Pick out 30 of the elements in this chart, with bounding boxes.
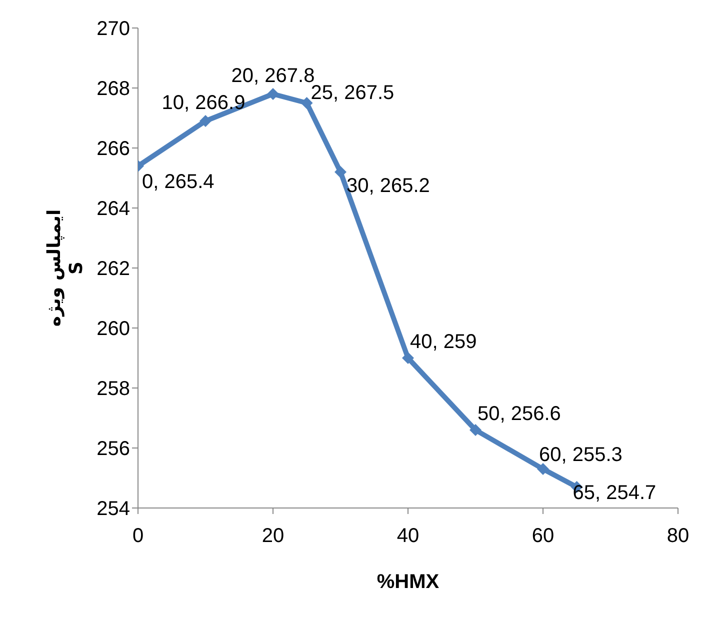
- y-tick-label: 264: [96, 198, 130, 220]
- point: [200, 115, 212, 127]
- data-label: 30, 265.2: [346, 175, 430, 197]
- y-tick-label: 258: [96, 378, 130, 400]
- x-tick-label: 40: [396, 525, 420, 548]
- point: [537, 463, 549, 475]
- point: [300, 97, 313, 109]
- point: [334, 166, 346, 178]
- data-label: 10, 266.9: [162, 92, 246, 114]
- y-tick-label: 268: [96, 78, 130, 100]
- y-tick-label: 262: [96, 258, 130, 280]
- data-label: 40, 259: [410, 331, 477, 353]
- data-label: 65, 254.7: [572, 482, 656, 504]
- y-tick-label: 256: [96, 438, 130, 460]
- y-tick-label: 266: [96, 138, 130, 160]
- point: [402, 352, 414, 364]
- x-axis-title: %HMX: [376, 571, 440, 593]
- data-label: 0, 265.4: [142, 171, 214, 193]
- data-label: 25, 267.5: [310, 82, 394, 104]
- y-tick-label: 254: [96, 498, 130, 520]
- x-tick-label: 0: [132, 525, 144, 548]
- x-tick-label: 60: [532, 525, 554, 548]
- point: [470, 424, 482, 436]
- data-label: 50, 256.6: [478, 403, 561, 425]
- point: [267, 88, 279, 100]
- x-tick-label: 20: [262, 525, 284, 548]
- y-tick-label: 260: [96, 318, 130, 340]
- data-label: 60, 255.3: [539, 444, 622, 466]
- x-tick-label: 80: [666, 525, 690, 548]
- y-tick-label: 270: [96, 18, 130, 40]
